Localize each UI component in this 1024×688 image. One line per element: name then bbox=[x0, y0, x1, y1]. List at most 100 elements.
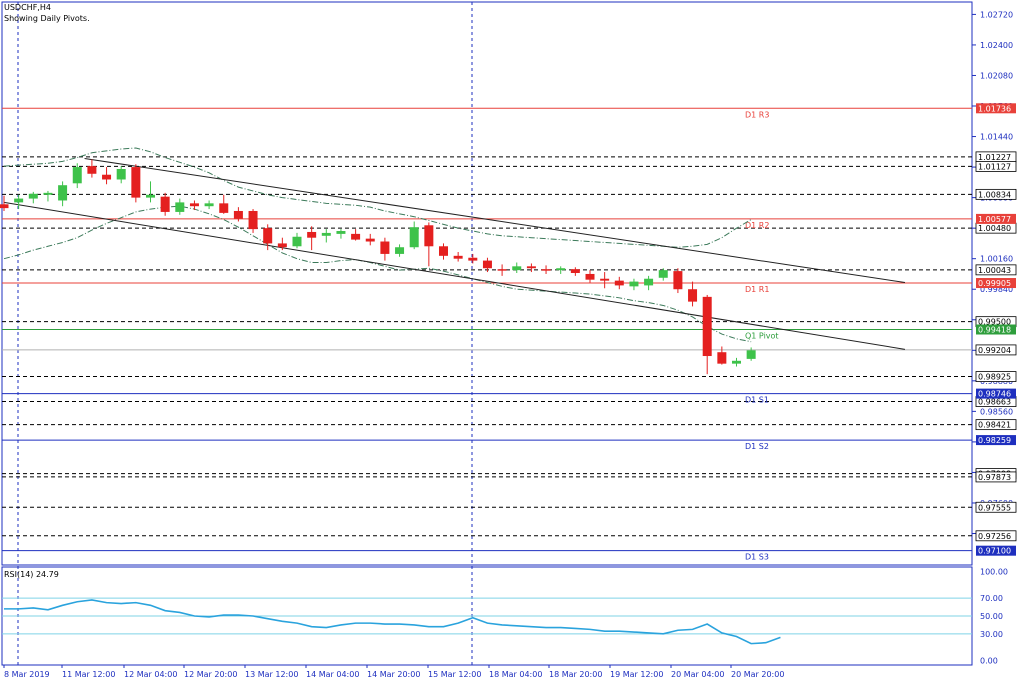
pivot-badge-d1-r2 bbox=[976, 213, 1016, 224]
candle-body bbox=[395, 247, 405, 254]
candle-body bbox=[746, 350, 756, 359]
candle-body bbox=[629, 281, 639, 287]
x-tick-label: 18 Mar 20:00 bbox=[549, 670, 602, 679]
candle-body bbox=[131, 167, 141, 198]
candle-body bbox=[14, 198, 24, 203]
candle-body bbox=[365, 238, 375, 242]
pivot-price-d1-r1: 0.99905 bbox=[978, 279, 1011, 288]
dashed-level-label: 1.01227 bbox=[978, 153, 1011, 162]
pivot-badge-d1-s3 bbox=[976, 545, 1016, 556]
pivot-badge-d1-s2 bbox=[976, 435, 1016, 446]
x-tick-label: 14 Mar 20:00 bbox=[367, 670, 420, 679]
candle-body bbox=[292, 236, 302, 247]
pivot-label-d1-s1: D1 S1 bbox=[745, 396, 769, 405]
pivot-badge-d1-r3 bbox=[976, 103, 1016, 114]
dashed-level-badge bbox=[975, 264, 1017, 276]
candle-body bbox=[585, 273, 595, 280]
dashed-level-badge bbox=[975, 419, 1017, 431]
candle-body bbox=[146, 194, 155, 198]
x-tick-label: 20 Mar 20:00 bbox=[731, 670, 784, 679]
dashed-level-badge bbox=[975, 471, 1017, 483]
dashed-level-label: 0.98421 bbox=[978, 421, 1011, 430]
x-tick-label: 13 Mar 12:00 bbox=[245, 670, 298, 679]
rsi-tick-label: 30.00 bbox=[980, 630, 1003, 639]
candle-body bbox=[541, 269, 551, 271]
rsi-tick-label: 50.00 bbox=[980, 612, 1003, 621]
envelope-lower-band bbox=[3, 205, 752, 343]
pivot-price-d1-s1: 0.98746 bbox=[978, 390, 1011, 399]
candle-body bbox=[102, 174, 112, 180]
dashed-level-label: 0.98925 bbox=[978, 373, 1011, 382]
candle-body bbox=[72, 167, 82, 184]
channel-lower-line bbox=[3, 201, 906, 350]
pivot-price-d1-s2: 0.98259 bbox=[978, 436, 1011, 445]
dashed-level-badge bbox=[975, 371, 1017, 382]
dashed-level-badge bbox=[975, 188, 1017, 200]
candle-body bbox=[87, 166, 97, 174]
dashed-level-label: 1.00043 bbox=[978, 266, 1011, 275]
dashed-level-label: 1.01127 bbox=[978, 162, 1011, 171]
y-tick-label: 0.98560 bbox=[980, 407, 1013, 416]
dashed-level-label: 0.97256 bbox=[978, 532, 1011, 541]
chart-subtitle: Showing Daily Pivots. bbox=[4, 14, 90, 23]
current-price-label: 0.99204 bbox=[978, 346, 1011, 355]
rsi-tick-label: 70.00 bbox=[980, 594, 1003, 603]
candle-body bbox=[189, 203, 199, 207]
y-tick-label: 1.02400 bbox=[980, 41, 1013, 50]
candle-body bbox=[702, 296, 712, 357]
x-tick-label: 14 Mar 04:00 bbox=[306, 670, 359, 679]
x-tick-label: 12 Mar 20:00 bbox=[184, 670, 237, 679]
pivot-price-q1-pivot: 0.99418 bbox=[978, 325, 1011, 334]
dashed-level-label: 0.98663 bbox=[978, 398, 1011, 407]
candle-body bbox=[614, 280, 624, 286]
pivot-label-q1-pivot: Q1 Pivot bbox=[745, 331, 779, 340]
pivot-price-d1-r3: 1.01736 bbox=[978, 104, 1011, 113]
y-tick-label: 1.02080 bbox=[980, 71, 1013, 80]
x-tick-label: 18 Mar 04:00 bbox=[489, 670, 542, 679]
envelope-upper-band bbox=[3, 147, 752, 248]
channel-upper-line bbox=[84, 158, 906, 284]
candle-body bbox=[526, 266, 536, 269]
dashed-level-label: 0.99500 bbox=[978, 318, 1011, 327]
candle-body bbox=[43, 192, 53, 195]
x-tick-label: 20 Mar 04:00 bbox=[671, 670, 724, 679]
x-tick-label: 11 Mar 12:00 bbox=[62, 670, 115, 679]
y-tick-label: 0.99840 bbox=[980, 285, 1013, 294]
rsi-tick-label: 100.00 bbox=[980, 567, 1008, 576]
candle-body bbox=[600, 278, 610, 281]
pivot-price-d1-r2: 1.00577 bbox=[978, 215, 1011, 224]
pivot-label-d1-s2: D1 S2 bbox=[745, 442, 769, 451]
candle-body bbox=[644, 278, 654, 286]
candle-body bbox=[321, 232, 331, 236]
candle-body bbox=[204, 203, 214, 207]
candle-body bbox=[0, 204, 9, 209]
candle-body bbox=[307, 231, 317, 238]
candle-body bbox=[468, 257, 478, 261]
pivot-label-d1-s3: D1 S3 bbox=[745, 553, 769, 562]
candle-body bbox=[336, 231, 346, 234]
rsi-title: RSI(14) 24.79 bbox=[4, 570, 59, 579]
dashed-level-label: 1.00480 bbox=[978, 224, 1011, 233]
pivot-label-d1-r3: D1 R3 bbox=[745, 110, 769, 119]
candle-body bbox=[424, 225, 434, 247]
rsi-tick-label: 0.00 bbox=[980, 657, 998, 666]
x-tick-label: 19 Mar 12:00 bbox=[610, 670, 663, 679]
candle-body bbox=[263, 228, 273, 244]
candle-body bbox=[717, 352, 727, 364]
y-tick-label: 1.00160 bbox=[980, 255, 1013, 264]
dashed-level-label: 0.97873 bbox=[978, 473, 1011, 482]
current-price-badge bbox=[975, 344, 1017, 356]
pivot-badge-q1-pivot bbox=[976, 324, 1016, 335]
pivot-price-d1-s3: 0.97100 bbox=[978, 547, 1011, 556]
candle-body bbox=[732, 360, 741, 364]
dashed-level-badge bbox=[975, 161, 1017, 172]
x-tick-label: 12 Mar 04:00 bbox=[124, 670, 177, 679]
x-tick-label: 8 Mar 2019 bbox=[4, 670, 50, 679]
candle-body bbox=[277, 243, 287, 248]
candle-body bbox=[688, 289, 698, 302]
candle-body bbox=[248, 210, 258, 230]
candle-body bbox=[160, 196, 170, 212]
candle-body bbox=[673, 271, 683, 290]
chart-symbol-title: USDCHF,H4 bbox=[4, 3, 51, 12]
